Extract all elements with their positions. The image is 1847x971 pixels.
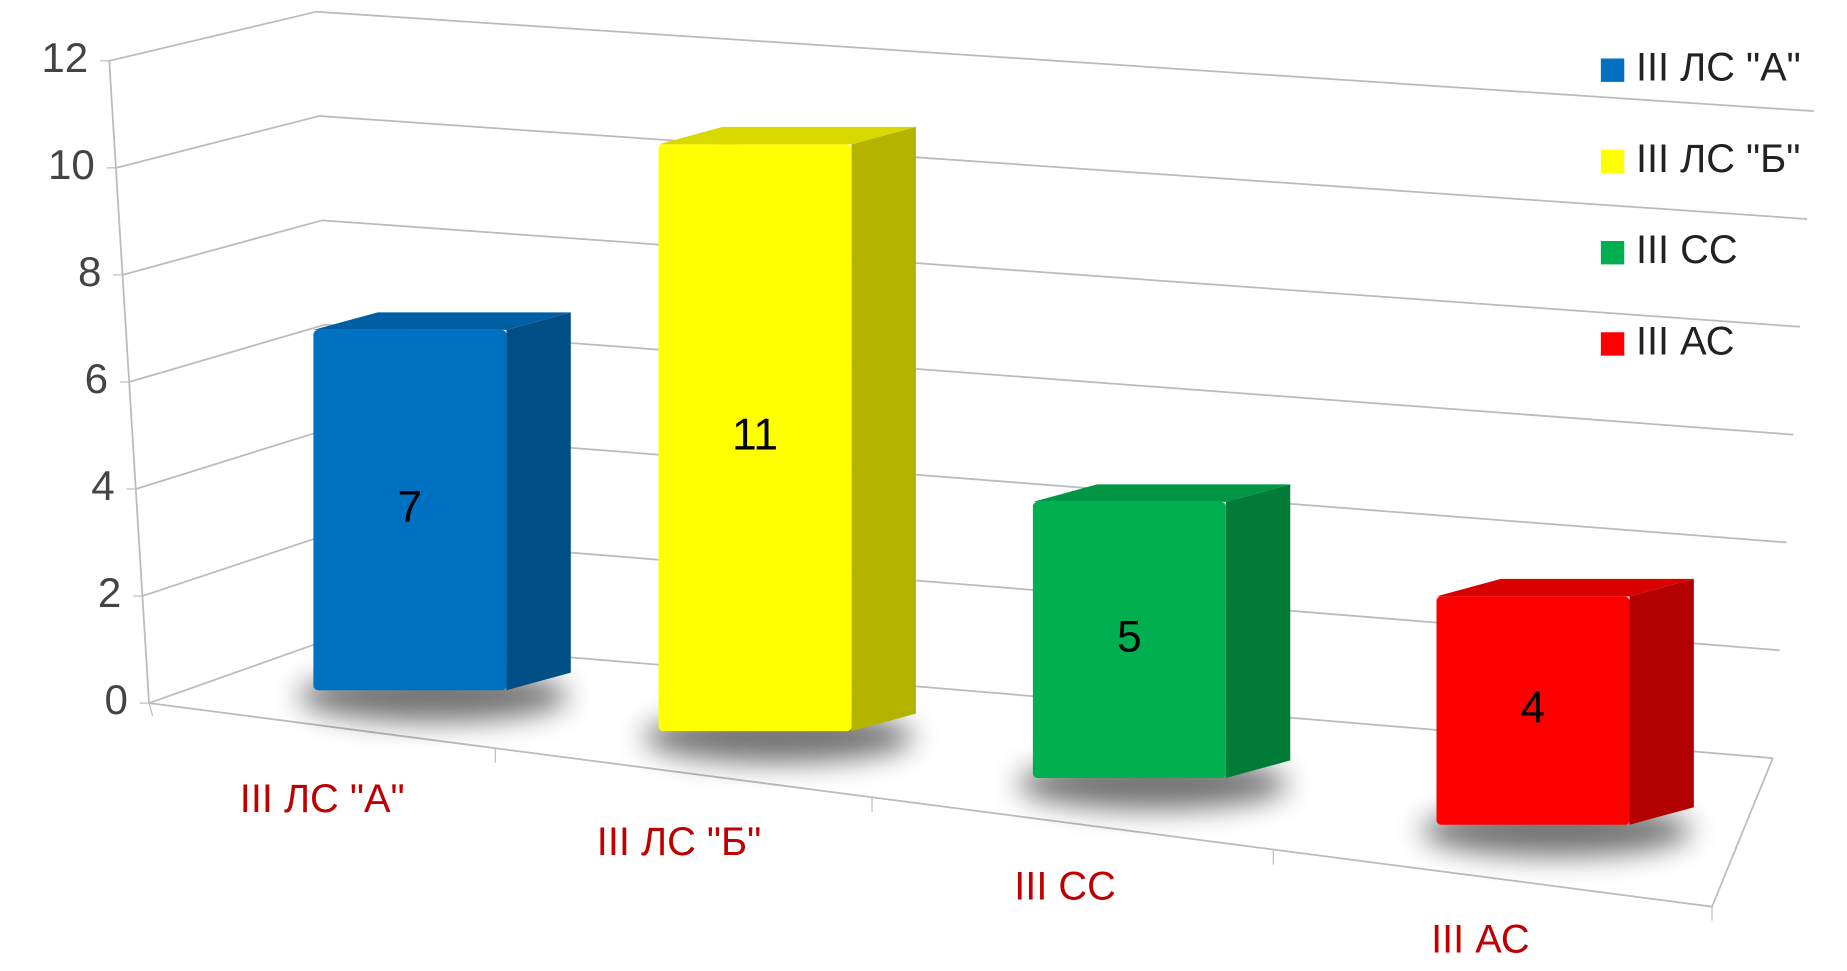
legend-label: III ЛС "Б" (1636, 137, 1800, 181)
bar (1032, 501, 1226, 778)
bar-top (658, 126, 916, 145)
value-label: 5 (1117, 613, 1142, 662)
y-tick-label: 10 (48, 141, 95, 188)
y-tick-label: 8 (78, 248, 101, 295)
legend-label: III СС (1636, 228, 1738, 272)
tick-mark (148, 702, 154, 717)
legend-swatch (1600, 58, 1625, 82)
legend-swatch (1600, 332, 1625, 356)
bars: 7 III ЛС "А" 11 III ЛС "Б" 5 III СС 4 III АС (240, 126, 1694, 961)
legend-swatch (1600, 240, 1625, 265)
grid-line (115, 115, 1808, 220)
x-tick-label: III СС (1014, 865, 1116, 909)
bar-side (851, 126, 916, 732)
y-tick-label: 0 (105, 676, 128, 723)
y-tick-label: 6 (85, 355, 108, 402)
bar-top (1436, 578, 1694, 597)
y-tick-label: 12 (41, 34, 88, 81)
value-label: 11 (732, 411, 778, 460)
legend-label: III ЛС "А" (1636, 46, 1801, 90)
y-tick-label: 4 (91, 462, 114, 509)
bar-top (1032, 484, 1291, 502)
bar (1436, 596, 1630, 825)
value-label: 4 (1521, 683, 1546, 732)
bar-side (1225, 484, 1291, 778)
value-label: 7 (398, 483, 423, 532)
bar (658, 144, 852, 732)
x-tick-label: III ЛС "А" (240, 777, 405, 821)
grid-line (109, 10, 1814, 113)
legend-swatch (1600, 149, 1625, 174)
legend: III ЛС "А" III ЛС "Б" III СС III АС (1600, 46, 1801, 363)
bar-top (313, 312, 571, 330)
y-tick-label: 2 (98, 569, 121, 616)
x-tick-label: III АС (1431, 917, 1530, 961)
grid-line (128, 323, 1794, 436)
y-axis (108, 60, 150, 704)
grid-line (122, 219, 1801, 328)
bar-side (506, 312, 571, 691)
x-tick-label: III ЛС "Б" (597, 820, 761, 864)
bar-side (1629, 578, 1694, 825)
bar (313, 329, 507, 691)
legend-label: III АС (1636, 319, 1735, 363)
